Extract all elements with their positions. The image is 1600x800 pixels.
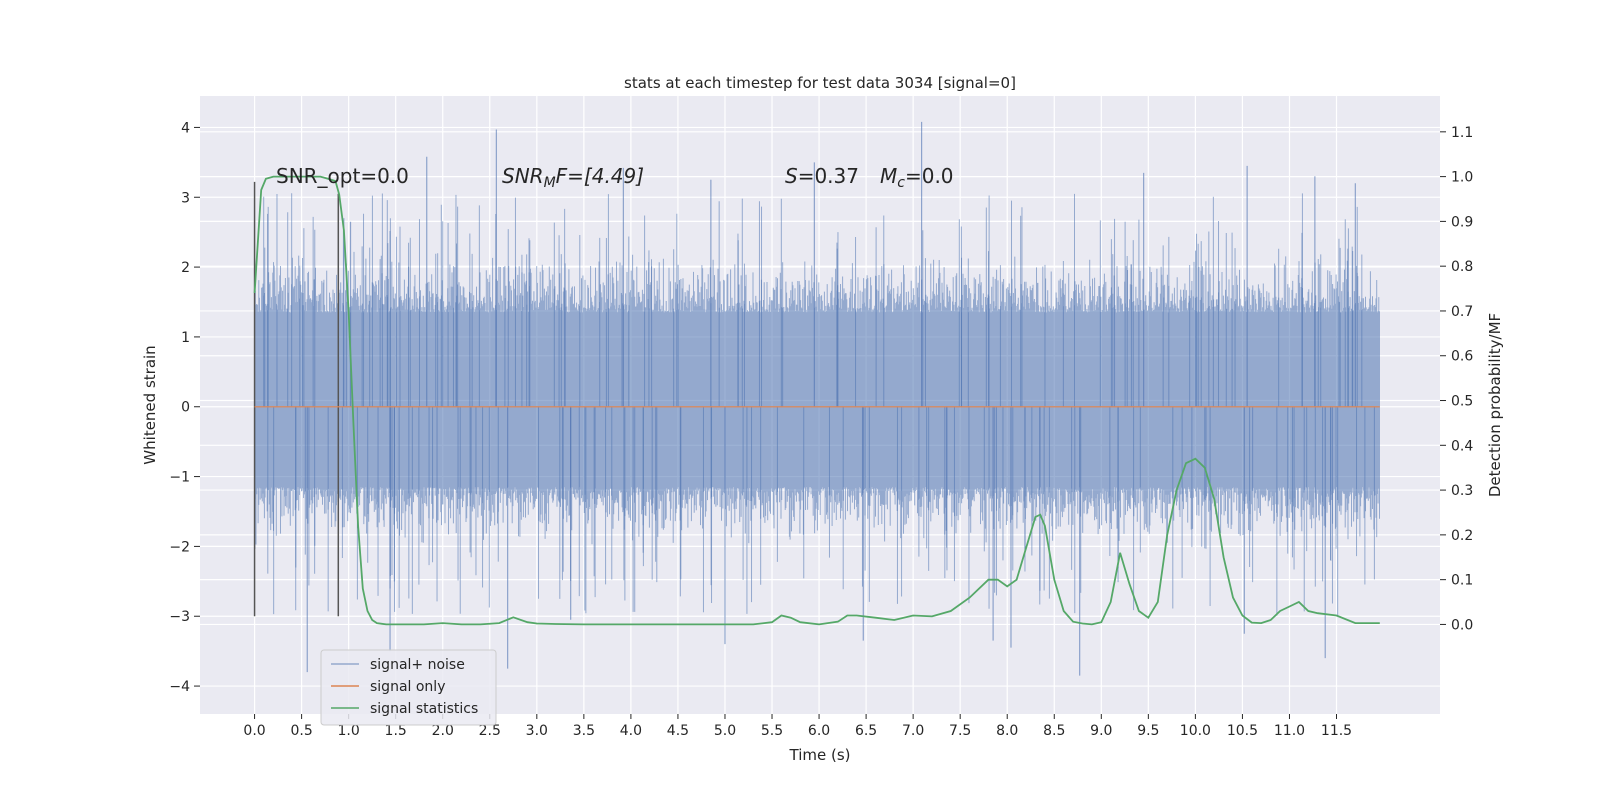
x-tick-label: 1.5 [385,723,407,739]
y-left-tick-label: 4 [181,120,190,136]
legend: signal+ noise signal only signal statist… [320,649,497,726]
annotation-snr-mf-base: SNR [502,164,544,188]
x-tick-label: 8.5 [1043,723,1065,739]
x-tick-label: 11.0 [1274,723,1305,739]
y-left-tick-label: −4 [169,679,190,695]
x-tick-label: 9.5 [1137,723,1159,739]
x-axis-ticks: 0.0 0.5 1.0 1.5 2.0 2.5 3.0 3.5 4.0 4.5 5.0 5.5 6.0 6… [243,714,1352,739]
annotation-s: S=0.37 [785,164,859,188]
x-tick-label: 6.5 [855,723,877,739]
x-tick-label: 11.5 [1321,723,1352,739]
legend-label-signal-statistics: signal statistics [370,701,478,717]
x-axis-label: Time (s) [789,746,851,764]
x-tick-label: 5.5 [761,723,783,739]
y-right-tick-label: 0.5 [1451,394,1473,410]
x-tick-label: 9.0 [1090,723,1112,739]
y-left-tick-label: 0 [181,400,190,416]
series-lines [253,175,1380,626]
y-left-tick-label: 2 [181,260,190,276]
annotation-snr-mf: SNRMF=[4.49] [502,164,644,191]
x-tick-label: 0.0 [243,723,265,739]
x-tick-label: 10.5 [1227,723,1258,739]
annotation-s-value: =0.37 [798,164,859,188]
legend-box [320,649,497,726]
x-tick-label: 0.5 [290,723,312,739]
y-right-tick-label: 1.1 [1451,125,1473,141]
annotation-mc: Mc=0.0 [880,164,954,191]
y-right-tick-label: 1.0 [1451,170,1473,186]
y-left-tick-label: −2 [169,539,190,555]
y-right-tick-label: 0.8 [1451,259,1473,275]
y-left-axis-label: Whitened strain [141,345,159,464]
legend-label-signal-only: signal only [370,679,445,695]
series-signal-statistics-line [253,175,1380,626]
y-left-tick-label: −1 [169,470,190,486]
annotation-snr-mf-rest: F=[4.49] [556,164,644,188]
x-tick-label: 6.0 [808,723,830,739]
y-right-tick-label: 0.6 [1451,349,1473,365]
y-right-axis-ticks: 1.1 1.0 0.9 0.8 0.7 0.6 0.5 0.4 0.3 0.2 0.1 0.0 [1440,125,1473,633]
annotation-mc-value: =0.0 [905,164,954,188]
x-tick-label: 7.0 [902,723,924,739]
chart-title: stats at each timestep for test data 303… [624,74,1016,92]
y-left-axis-ticks: 4 3 2 1 0 −1 −2 −3 −4 [169,120,200,695]
legend-label-signal-noise: signal+ noise [370,657,465,673]
y-right-tick-label: 0.3 [1451,483,1473,499]
y-right-tick-label: 0.0 [1451,617,1473,633]
x-tick-label: 3.5 [573,723,595,739]
y-right-tick-label: 0.4 [1451,438,1473,454]
y-right-tick-label: 0.2 [1451,528,1473,544]
x-tick-label: 7.5 [949,723,971,739]
annotation-mc-sub: c [897,175,905,191]
annotation-snr-opt: SNR_opt=0.0 [276,164,409,188]
x-tick-label: 2.0 [432,723,454,739]
x-tick-label: 10.0 [1180,723,1211,739]
x-tick-label: 8.0 [996,723,1018,739]
x-tick-label: 4.5 [667,723,689,739]
annotation-s-symbol: S [785,164,798,188]
y-left-tick-label: 3 [181,190,190,206]
x-tick-label: 5.0 [714,723,736,739]
x-tick-label: 4.0 [620,723,642,739]
y-right-tick-label: 0.7 [1451,304,1473,320]
x-tick-label: 1.0 [338,723,360,739]
y-left-tick-label: 1 [181,330,190,346]
annotation-mc-symbol: M [880,164,897,188]
y-right-tick-label: 0.9 [1451,214,1473,230]
x-tick-label: 3.0 [526,723,548,739]
y-left-tick-label: −3 [169,609,190,625]
annotation-snr-mf-sub: M [544,175,556,191]
x-tick-label: 2.5 [479,723,501,739]
y-right-axis-label: Detection probability/MF [1486,313,1504,497]
y-right-tick-label: 0.1 [1451,573,1473,589]
